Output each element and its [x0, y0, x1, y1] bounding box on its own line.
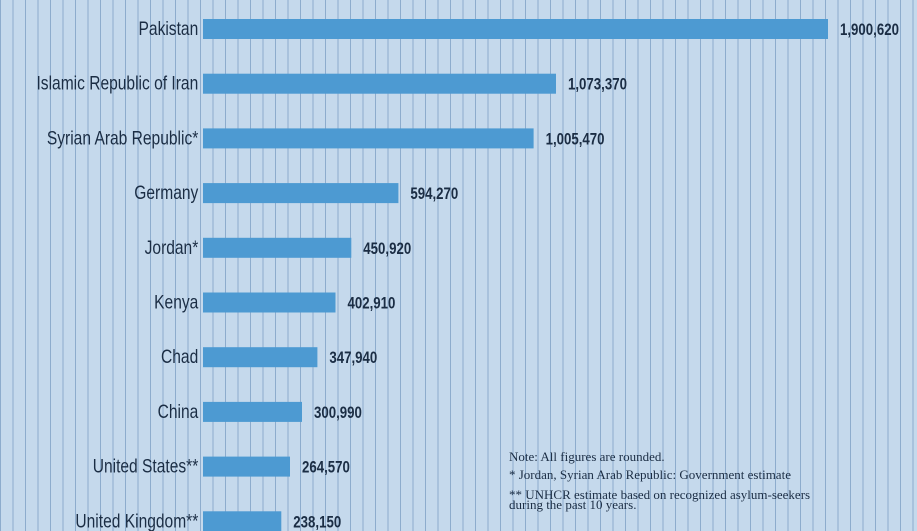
note-unhcr-estimate: ** UNHCR estimate based on recognized as…: [509, 487, 811, 512]
value-label-5: 402,910: [348, 294, 396, 313]
bar-5: [203, 292, 336, 313]
value-label-2: 1,005,470: [546, 130, 605, 149]
bar-4: [203, 237, 352, 258]
bar-6: [203, 347, 318, 368]
category-label-9: United Kingdom**: [75, 510, 198, 531]
bar-3: [203, 183, 399, 204]
bar-1: [203, 73, 556, 94]
category-label-0: Pakistan: [139, 18, 199, 40]
bar-group: [203, 19, 828, 531]
category-label-group: Pakistan Islamic Republic of Iran Syrian A…: [36, 18, 198, 531]
value-label-4: 450,920: [363, 239, 411, 258]
value-label-0: 1,900,620: [840, 21, 899, 40]
bar-9: [203, 511, 282, 531]
category-label-2: Syrian Arab Republic*: [47, 127, 199, 149]
value-label-3: 594,270: [410, 185, 458, 204]
value-label-9: 238,150: [293, 513, 341, 531]
bar-0: [203, 19, 828, 39]
bar-2: [203, 128, 534, 149]
value-label-group: 1,900,620 1,073,370 1,005,470 594,270 450,92…: [293, 21, 899, 531]
bar-7: [203, 401, 302, 422]
value-label-6: 347,940: [329, 349, 377, 368]
category-label-4: Jordan*: [145, 236, 199, 258]
category-label-3: Germany: [134, 182, 198, 204]
category-label-7: China: [158, 400, 199, 422]
category-label-6: Chad: [161, 346, 198, 368]
category-label-8: United States**: [93, 455, 199, 477]
category-label-1: Islamic Republic of Iran: [36, 72, 198, 94]
bar-8: [203, 456, 290, 477]
category-label-5: Kenya: [154, 291, 198, 313]
value-label-1: 1,073,370: [568, 75, 627, 94]
note-government-estimate: * Jordan, Syrian Arab Republic: Governme…: [509, 467, 791, 482]
value-label-7: 300,990: [314, 403, 362, 422]
value-label-8: 264,570: [302, 458, 350, 477]
note-rounded: Note: All figures are rounded.: [509, 449, 665, 464]
chart-notes: Note: All figures are rounded. * Jordan,…: [509, 449, 839, 520]
